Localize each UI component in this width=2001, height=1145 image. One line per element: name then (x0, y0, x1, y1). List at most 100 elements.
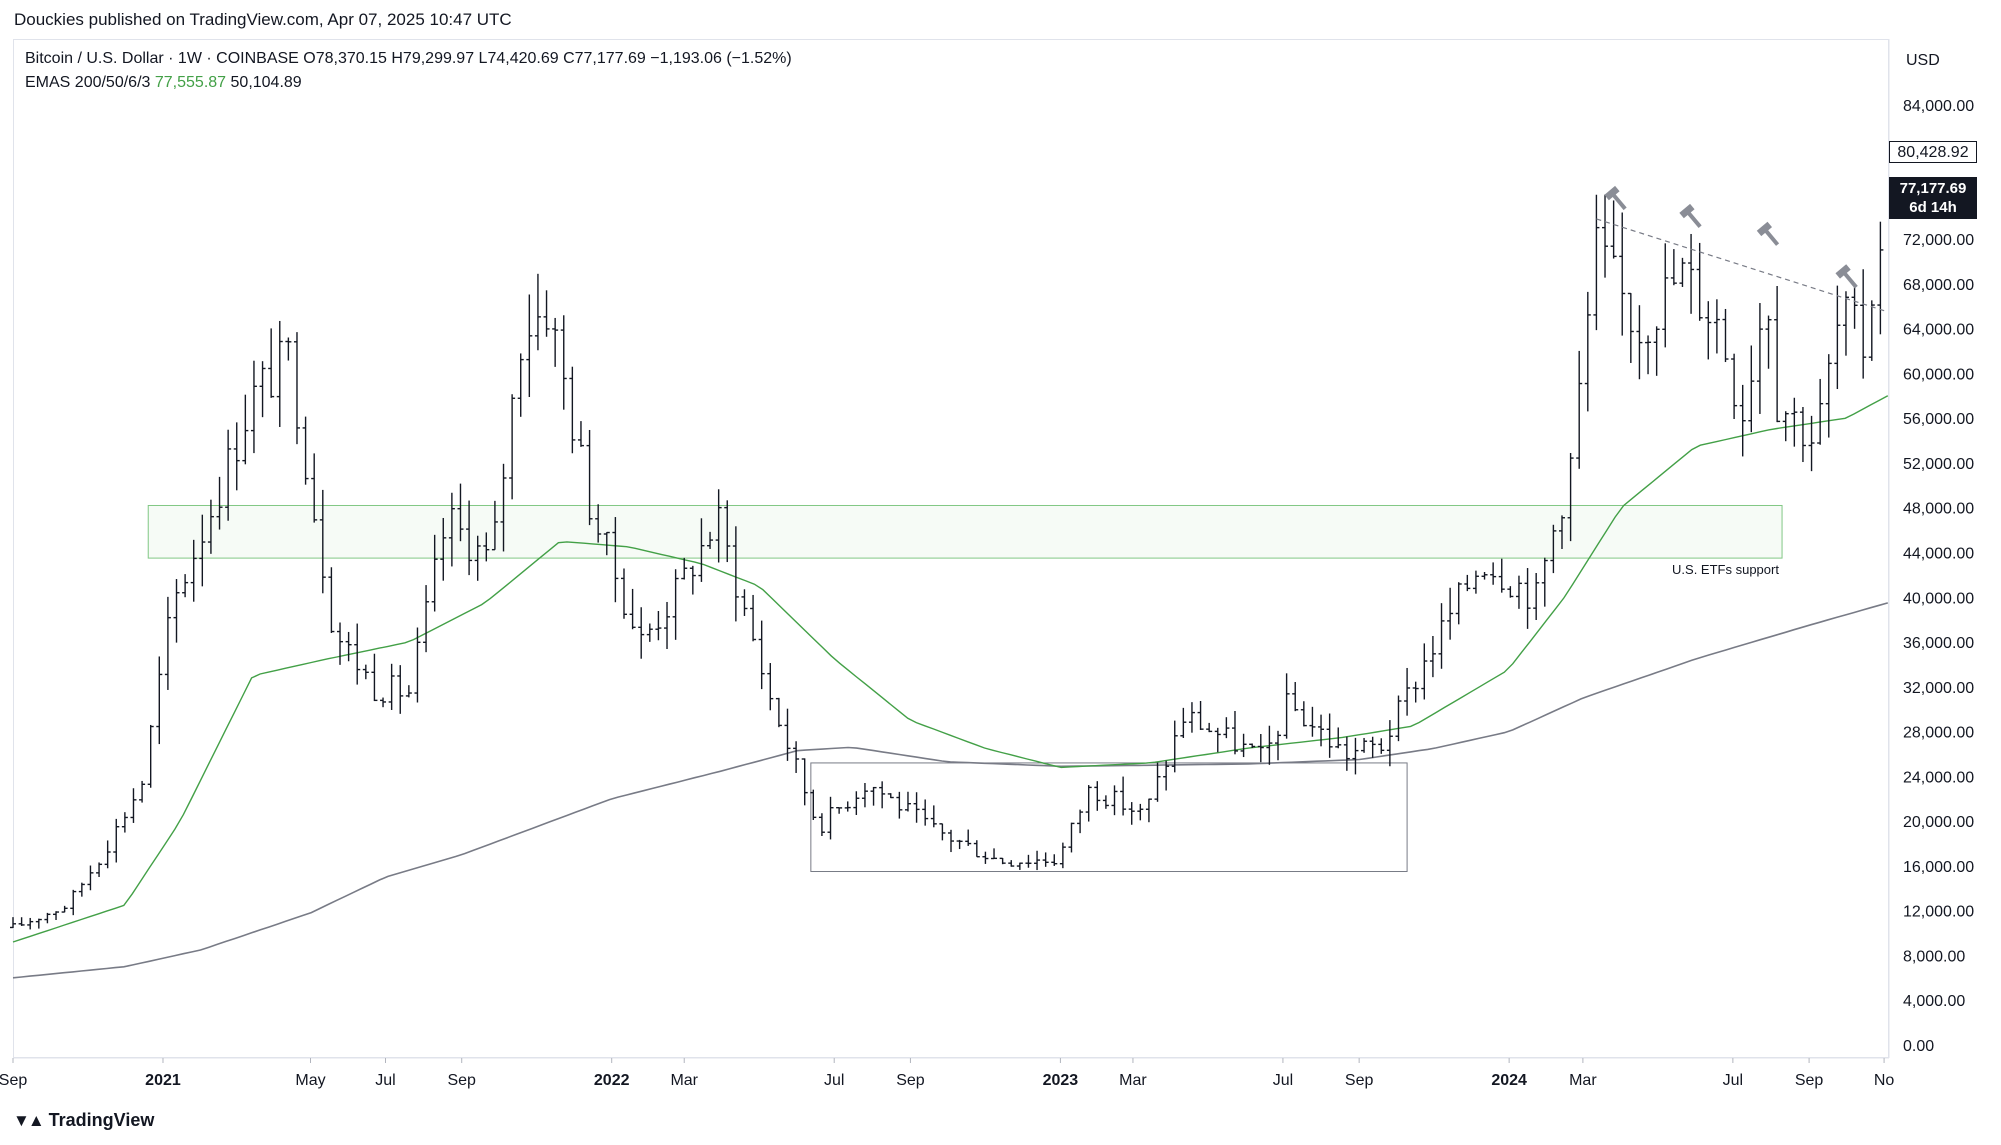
ohlc-bar (1515, 575, 1522, 609)
ohlc-bar (1171, 720, 1178, 773)
ohlc-bar (250, 360, 257, 454)
symbol-legend[interactable]: Bitcoin / U.S. Dollar · 1W · COINBASE O7… (25, 50, 792, 68)
hammer-head (1835, 264, 1851, 279)
time-axis-label: 2022 (594, 1072, 630, 1089)
ohlc-bar (1214, 727, 1221, 753)
ohlc-bar (96, 862, 103, 877)
ohlc-bar (53, 911, 60, 920)
price-axis[interactable]: 0.00 4,000.00 8,000.00 12,000.00 16,000.00 20… (1903, 98, 1974, 1055)
price-axis-label: 68,000.00 (1903, 277, 1974, 294)
ohlc-bar (1438, 603, 1445, 669)
ohlc-bar (1636, 305, 1643, 380)
ohlc-bar (827, 796, 834, 840)
ohlc-bar (1309, 706, 1316, 737)
ohlc-bar (681, 557, 688, 580)
ohlc-bar (689, 565, 696, 595)
ohlc-bar (414, 627, 421, 703)
ohlc-bar (1352, 737, 1359, 775)
ema-legend[interactable]: EMAS 200/50/6/3 77,555.87 50,104.89 (25, 74, 302, 92)
hammer-head (1679, 203, 1695, 219)
ohlc-bar (1429, 635, 1436, 678)
ohlc-bar (1739, 384, 1746, 457)
ohlc-bar (233, 422, 240, 491)
ohlc-bar (861, 783, 868, 808)
ohlc-bar (1825, 354, 1832, 438)
ohlc-bar (1197, 701, 1204, 730)
ohlc-bar (1206, 722, 1213, 733)
ohlc-bar (775, 697, 782, 728)
ohlc-bar (818, 813, 825, 837)
ohlc-bar (1834, 285, 1841, 390)
ohlc-bar (156, 656, 163, 745)
ohlc-bar (440, 517, 447, 581)
publisher-line: Douckies published on TradingView.com, A… (14, 10, 512, 29)
ohlc-bar (724, 500, 731, 563)
ohlc-bar (1275, 730, 1282, 761)
ema-label[interactable]: EMAS 200/50/6/3 (25, 74, 151, 91)
tradingview-brand[interactable]: ▼▲ TradingView (13, 1110, 154, 1131)
ohlc-bar (354, 623, 361, 685)
price-axis-label: 28,000.00 (1903, 725, 1974, 742)
ohlc-bar (1318, 714, 1325, 747)
time-axis-label: Mar (1119, 1072, 1147, 1089)
ema-value-2: 50,104.89 (230, 74, 302, 91)
price-axis-label: 8,000.00 (1903, 948, 1965, 965)
time-axis-label: Sep (447, 1072, 476, 1089)
ema-layer (12, 395, 1889, 979)
ohlc-bar (1369, 736, 1376, 758)
time-axis[interactable]: Sep 2021 May Jul Sep 2022 Mar Jul Sep 2023 Mar Jul S… (0, 1058, 1894, 1089)
ohlc-bar (1447, 587, 1454, 640)
time-axis-label: No (1874, 1072, 1895, 1089)
last-price-value: 77,177.69 (1899, 180, 1967, 197)
ohlc-bar (1610, 200, 1617, 259)
ohlc-bar (1266, 725, 1273, 765)
ohlc-bar (164, 596, 171, 690)
ohlc-bar (457, 483, 464, 542)
price-axis-label: 32,000.00 (1903, 680, 1974, 697)
ohlc-bar (311, 453, 318, 523)
ohlc-bar (552, 317, 559, 367)
currency-selector[interactable]: USD (1906, 52, 1940, 69)
ohlc-bar (483, 532, 490, 562)
ohlc-bar (793, 741, 800, 773)
ohlc-bar (1688, 233, 1695, 314)
symbol-name[interactable]: Bitcoin / U.S. Dollar · 1W · COINBASE (25, 50, 299, 67)
ohlc-bar (543, 290, 550, 337)
ohlc-bar (1731, 353, 1738, 419)
ohlc-bar (1421, 643, 1428, 700)
ohlc-bar (10, 917, 16, 929)
ohlc-bar (44, 912, 51, 924)
price-axis-label: 16,000.00 (1903, 859, 1974, 876)
ohlc-bar (526, 294, 533, 398)
ohlc-bar (569, 366, 576, 454)
ohlc-bar (1481, 571, 1488, 580)
ohlc-bar (1188, 702, 1195, 733)
ohlc-bar (345, 631, 352, 662)
ohlc-bar (259, 361, 266, 418)
ohlc-bar (113, 818, 120, 863)
price-axis-label: 56,000.00 (1903, 411, 1974, 428)
ohlc-bar (896, 791, 903, 819)
time-axis-label: Sep (0, 1072, 27, 1089)
tradingview-logo-icon: ▼▲ (13, 1110, 45, 1130)
ohlc-bar (1292, 682, 1299, 712)
time-axis-label: Jul (1723, 1072, 1743, 1089)
ohlc-bar (199, 514, 206, 587)
ohlc-bar (121, 812, 128, 833)
hammer-handle (1687, 211, 1702, 229)
ohlc-bar (560, 315, 567, 410)
ohlc-bar (268, 328, 275, 398)
range-box-rect (810, 762, 1408, 873)
ohlc-bar (1128, 802, 1135, 825)
ohlc-bar (595, 504, 602, 543)
alert-price-tag[interactable]: 80,428.92 (1889, 141, 1977, 163)
price-axis-label: 20,000.00 (1903, 814, 1974, 831)
ohlc-bar (586, 429, 593, 526)
ohlc-bar (35, 918, 42, 929)
ohlc-bar (18, 917, 25, 926)
ohlc-bar (1533, 572, 1540, 620)
ohlc-bar (1025, 854, 1032, 868)
ohlc-bar (784, 708, 791, 761)
ohlc-bar (1085, 785, 1092, 822)
ohlc-bar (1016, 862, 1023, 870)
